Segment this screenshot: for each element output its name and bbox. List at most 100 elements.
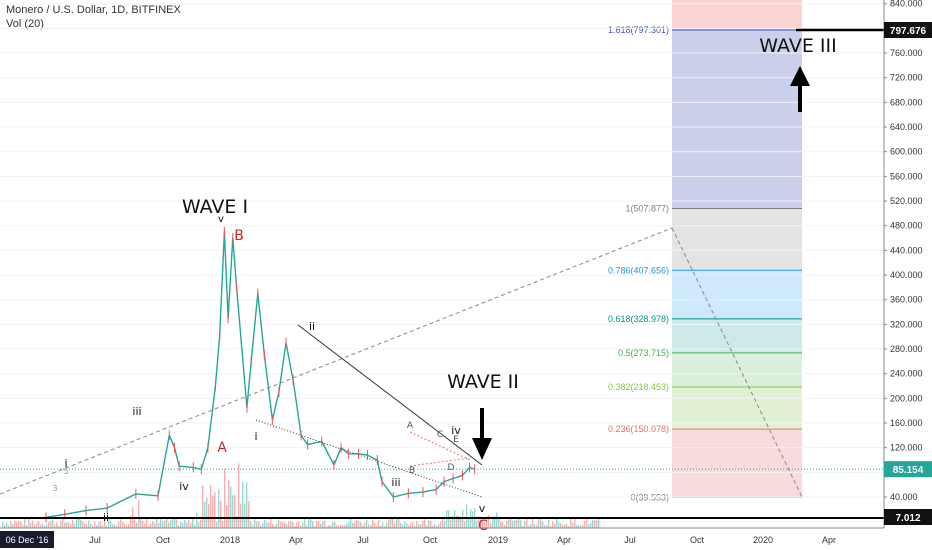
volume-bar bbox=[238, 463, 240, 528]
volume-bar bbox=[384, 525, 386, 528]
volume-bar bbox=[388, 519, 390, 528]
volume-bar bbox=[70, 523, 72, 528]
volume-bar bbox=[500, 521, 502, 528]
label-v-bottom: v bbox=[479, 502, 486, 515]
volume-bar bbox=[108, 520, 110, 528]
fibonacci-retracement[interactable]: 1.618(797.301) 1(507.877) 0.786(407.656) 0.… bbox=[608, 0, 802, 502]
up-arrow-head bbox=[790, 66, 810, 86]
volume-bar bbox=[186, 522, 188, 528]
volume-bar bbox=[582, 525, 584, 528]
volume-bar bbox=[574, 519, 576, 528]
volume-bar bbox=[282, 522, 284, 528]
volume-bar bbox=[50, 521, 52, 528]
volume-bar bbox=[396, 518, 398, 528]
volume-bar bbox=[400, 522, 402, 528]
x-tick-label: Jul bbox=[89, 535, 101, 545]
volume-bar bbox=[546, 524, 548, 528]
x-tick-label: Oct bbox=[423, 535, 438, 545]
volume-bar bbox=[566, 523, 568, 528]
volume-bar bbox=[280, 521, 282, 528]
volume-bar bbox=[294, 525, 296, 528]
label-iv-left: iv bbox=[179, 480, 189, 493]
volume-bar bbox=[138, 500, 140, 528]
volume-bar bbox=[330, 525, 332, 528]
volume-bar bbox=[270, 518, 272, 528]
volume-bar bbox=[518, 519, 520, 528]
label-iii-left: iii bbox=[132, 405, 141, 418]
volume-bar bbox=[248, 501, 250, 528]
wave-ii-label: WAVE II bbox=[447, 371, 519, 393]
volume-bar bbox=[234, 494, 236, 528]
volume-bar bbox=[166, 518, 168, 528]
volume-bar bbox=[28, 518, 30, 528]
volume-bar bbox=[314, 525, 316, 528]
volume-bar bbox=[432, 525, 434, 528]
volume-bar bbox=[124, 523, 126, 528]
volume-bar bbox=[46, 524, 48, 528]
volume-bar bbox=[260, 525, 262, 528]
volume-bar bbox=[338, 525, 340, 528]
volume-bar bbox=[180, 521, 182, 528]
volume-bar bbox=[154, 522, 156, 528]
volume-bar bbox=[568, 525, 570, 528]
volume-bar bbox=[304, 518, 306, 528]
support-trendline bbox=[255, 419, 483, 498]
volume-bar bbox=[450, 520, 452, 528]
y-tick-label: 440.000 bbox=[890, 245, 923, 255]
volume-bar bbox=[366, 519, 368, 528]
volume-bar bbox=[160, 518, 162, 528]
volume-bar bbox=[468, 519, 470, 528]
volume-bar bbox=[478, 516, 480, 528]
volume-bar bbox=[598, 518, 600, 528]
volume-bar bbox=[176, 519, 178, 528]
y-tick-label: 360.000 bbox=[890, 295, 923, 305]
volume-bar bbox=[276, 523, 278, 528]
volume-bar bbox=[420, 524, 422, 528]
y-tick-label: 520.000 bbox=[890, 196, 923, 206]
volume-bar bbox=[558, 521, 560, 528]
volume-bar bbox=[120, 519, 122, 528]
volume-bar bbox=[362, 525, 364, 528]
volume-bar bbox=[60, 520, 62, 528]
volume-bar bbox=[136, 522, 138, 528]
volume-bar bbox=[480, 516, 482, 528]
fib-zone-0.5 bbox=[672, 352, 802, 387]
volume-bar bbox=[34, 524, 36, 528]
volume-bar bbox=[146, 518, 148, 528]
volume-bar bbox=[56, 522, 58, 528]
volume-bar bbox=[284, 522, 286, 528]
volume-bar bbox=[412, 521, 414, 528]
volume-bar bbox=[84, 523, 86, 528]
fib-level-label-1.618: 1.618(797.301) bbox=[608, 25, 669, 35]
x-tick-label: Oct bbox=[156, 535, 171, 545]
volume-bar bbox=[460, 517, 462, 528]
x-date-badge bbox=[0, 531, 54, 548]
volume-bar bbox=[464, 521, 466, 528]
volume-bar bbox=[520, 520, 522, 528]
volume-bar bbox=[76, 519, 78, 528]
x-tick-label: Apr bbox=[289, 535, 303, 545]
volume-bar bbox=[374, 522, 376, 528]
volume-bar bbox=[130, 515, 132, 528]
label-b: B bbox=[234, 228, 244, 244]
volume-bar bbox=[140, 518, 142, 528]
volume-bar bbox=[232, 495, 234, 528]
volume-bar bbox=[326, 525, 328, 528]
trendline-drawings[interactable] bbox=[0, 28, 884, 519]
volume-bar bbox=[544, 525, 546, 528]
volume-bar bbox=[86, 524, 88, 528]
volume-bar bbox=[256, 521, 258, 528]
wave-iii-label: WAVE III bbox=[759, 35, 836, 57]
volume-bar bbox=[240, 503, 242, 528]
volume-bar bbox=[342, 525, 344, 528]
volume-bar bbox=[230, 486, 232, 528]
volume-bar bbox=[588, 524, 590, 528]
volume-bar bbox=[426, 524, 428, 528]
volume-bar bbox=[318, 520, 320, 528]
volume-bar bbox=[334, 521, 336, 528]
volume-bar bbox=[316, 521, 318, 528]
x-tick-label: 2018 bbox=[220, 535, 240, 545]
fib-level-label-0.236: 0.236(150.078) bbox=[608, 424, 669, 434]
volume-bar bbox=[142, 520, 144, 528]
